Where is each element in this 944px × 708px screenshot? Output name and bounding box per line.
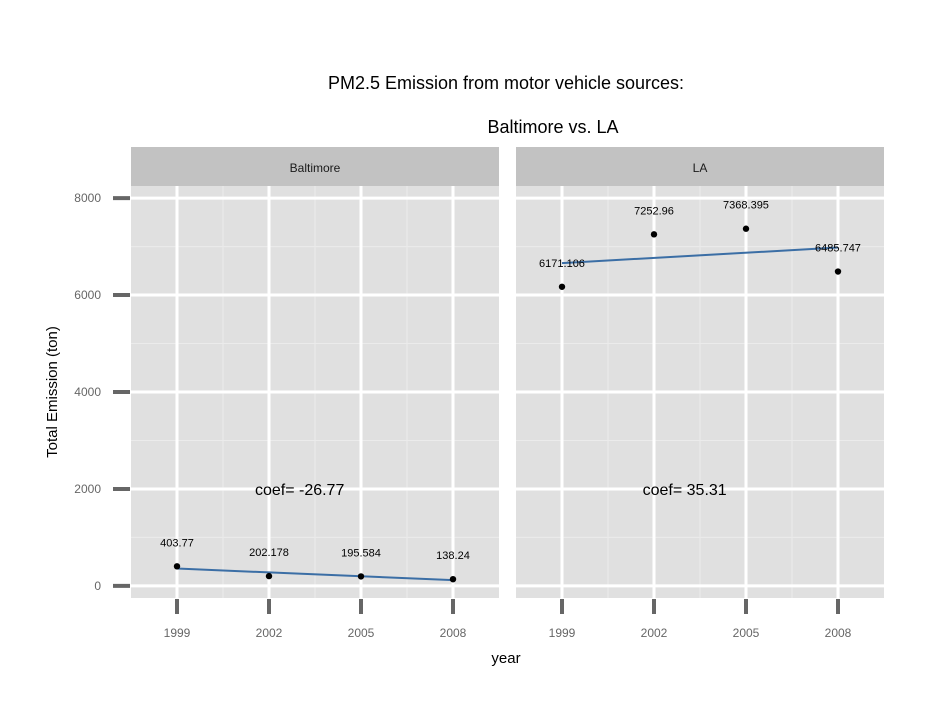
chart-title-line2: Baltimore vs. LA [487, 117, 618, 137]
data-label-la: 7252.96 [634, 205, 674, 217]
data-point-la [834, 268, 842, 275]
y-tick-label: 4000 [74, 385, 101, 399]
x-tick-label: 2008 [440, 626, 467, 640]
trend-line-baltimore [176, 567, 454, 582]
data-point-la [650, 231, 658, 238]
x-tick-label: 2002 [256, 626, 283, 640]
y-tick-label: 0 [94, 579, 101, 593]
facet-label-baltimore: Baltimore [290, 161, 341, 175]
coef-annotation-baltimore: coef= -26.77 [255, 482, 345, 499]
data-point-baltimore [173, 563, 181, 570]
data-point-baltimore [449, 575, 457, 583]
data-point-baltimore [265, 572, 273, 580]
y-tick-label: 8000 [74, 191, 101, 205]
data-point-la [742, 225, 750, 232]
x-axis-title: year [491, 650, 520, 667]
y-axis-title: Total Emission (ton) [44, 326, 61, 458]
facet-strip-la [516, 147, 884, 186]
x-tick-label: 2005 [348, 626, 375, 640]
data-label-la: 7368.395 [723, 200, 769, 212]
trend-line-la [561, 246, 839, 265]
data-label-baltimore: 138.24 [436, 550, 470, 562]
data-label-baltimore: 202.178 [249, 547, 289, 559]
data-label-baltimore: 195.584 [341, 547, 381, 559]
data-label-la: 6485.747 [815, 243, 861, 255]
data-point-la [558, 283, 566, 290]
x-tick-label: 2002 [641, 626, 668, 640]
y-tick-label: 2000 [74, 482, 101, 496]
x-tick-label: 2008 [825, 626, 852, 640]
facet-strip-baltimore [131, 147, 499, 186]
facet-panels: 0 2000 4000 6000 8000 Baltimore 1999 2002 2005 20… [74, 147, 884, 640]
x-tick-label: 2005 [733, 626, 760, 640]
x-tick-label: 1999 [549, 626, 576, 640]
coef-annotation-la: coef= 35.31 [643, 482, 727, 499]
y-tick-label: 6000 [74, 288, 101, 302]
facet-label-la: LA [693, 161, 708, 175]
data-point-baltimore [357, 573, 365, 580]
data-label-baltimore: 403.77 [160, 537, 194, 549]
chart-title-line1: PM2.5 Emission from motor vehicle source… [328, 73, 684, 93]
data-label-la: 6171.106 [539, 258, 585, 270]
x-tick-label: 1999 [164, 626, 191, 640]
